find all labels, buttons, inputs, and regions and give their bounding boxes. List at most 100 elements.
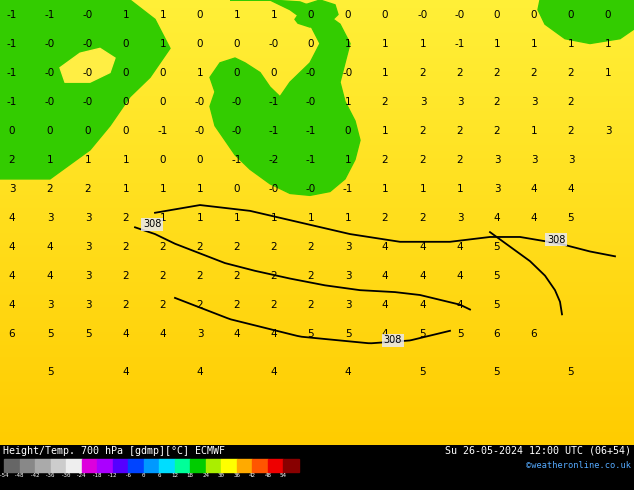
Text: 5: 5: [47, 329, 53, 339]
Text: 1: 1: [494, 39, 500, 49]
Text: 2: 2: [567, 125, 574, 136]
Text: 1: 1: [160, 39, 166, 49]
Text: 0: 0: [123, 39, 129, 49]
Text: -0: -0: [195, 125, 205, 136]
Text: -1: -1: [7, 68, 17, 77]
Text: 12: 12: [171, 473, 178, 478]
Bar: [51, 459, 66, 472]
Text: 1: 1: [382, 68, 388, 77]
Text: 4: 4: [9, 213, 15, 222]
Text: ©weatheronline.co.uk: ©weatheronline.co.uk: [526, 461, 631, 470]
Text: -42: -42: [30, 473, 41, 478]
Text: -0: -0: [45, 39, 55, 49]
Text: 2: 2: [456, 68, 463, 77]
Text: 4: 4: [382, 242, 388, 252]
Text: 1: 1: [197, 68, 204, 77]
Text: 3: 3: [605, 125, 611, 136]
Bar: [4, 459, 20, 472]
Text: -0: -0: [418, 9, 428, 20]
Text: 4: 4: [531, 213, 537, 222]
Text: 0: 0: [605, 9, 611, 20]
Text: 0: 0: [142, 473, 145, 478]
Bar: [97, 459, 113, 472]
Text: 2: 2: [9, 154, 15, 165]
Text: -1: -1: [7, 39, 17, 49]
Text: 2: 2: [271, 300, 277, 310]
Text: 3: 3: [85, 213, 91, 222]
Text: 2: 2: [123, 270, 129, 281]
Text: -12: -12: [107, 473, 118, 478]
Text: 1: 1: [271, 9, 277, 20]
Text: -2: -2: [269, 154, 279, 165]
Text: 5: 5: [456, 329, 463, 339]
Text: -0: -0: [45, 68, 55, 77]
Text: 5: 5: [494, 270, 500, 281]
Text: 0: 0: [85, 125, 91, 136]
Text: 1: 1: [160, 184, 166, 194]
Bar: [221, 459, 237, 472]
Bar: [268, 459, 283, 472]
Text: 2: 2: [456, 125, 463, 136]
Text: 1: 1: [85, 154, 91, 165]
Text: 2: 2: [420, 154, 426, 165]
Text: 1: 1: [605, 68, 611, 77]
Text: 4: 4: [567, 184, 574, 194]
Text: 0: 0: [234, 68, 240, 77]
Text: 0: 0: [9, 125, 15, 136]
Text: 0: 0: [382, 9, 388, 20]
Text: -0: -0: [195, 97, 205, 106]
Text: 2: 2: [531, 68, 537, 77]
Text: 1: 1: [531, 39, 537, 49]
Text: -30: -30: [61, 473, 72, 478]
Text: 308: 308: [143, 220, 161, 229]
Text: 2: 2: [382, 97, 388, 106]
Text: -0: -0: [306, 68, 316, 77]
Text: -0: -0: [269, 39, 279, 49]
Text: 5: 5: [420, 368, 426, 377]
Text: -0: -0: [306, 97, 316, 106]
Bar: [144, 459, 159, 472]
Text: 0: 0: [197, 9, 204, 20]
Text: 4: 4: [456, 242, 463, 252]
Text: 2: 2: [47, 184, 53, 194]
Text: 2: 2: [123, 242, 129, 252]
Text: -24: -24: [76, 473, 87, 478]
Polygon shape: [538, 0, 634, 44]
Text: 0: 0: [345, 9, 351, 20]
Text: -0: -0: [306, 184, 316, 194]
Text: -0: -0: [83, 39, 93, 49]
Text: 0: 0: [123, 68, 129, 77]
Text: 4: 4: [271, 329, 277, 339]
Polygon shape: [295, 0, 338, 27]
Text: 0: 0: [271, 68, 277, 77]
Text: 3: 3: [85, 300, 91, 310]
Text: 5: 5: [47, 368, 53, 377]
Text: -1: -1: [269, 97, 279, 106]
Text: 4: 4: [9, 270, 15, 281]
Text: 1: 1: [160, 213, 166, 222]
Text: 4: 4: [420, 270, 426, 281]
Text: 4: 4: [9, 242, 15, 252]
Text: 3: 3: [345, 300, 351, 310]
Text: 4: 4: [345, 368, 351, 377]
Text: 0: 0: [307, 9, 314, 20]
Text: 0: 0: [160, 97, 166, 106]
Text: 3: 3: [531, 154, 537, 165]
Text: 4: 4: [47, 270, 53, 281]
Text: 1: 1: [271, 213, 277, 222]
Text: 308: 308: [384, 336, 402, 345]
Text: -1: -1: [306, 154, 316, 165]
Text: 0: 0: [568, 9, 574, 20]
Bar: [206, 459, 221, 472]
Text: 4: 4: [9, 300, 15, 310]
Text: 0: 0: [160, 154, 166, 165]
Text: 4: 4: [123, 329, 129, 339]
Text: 2: 2: [160, 300, 166, 310]
Text: 4: 4: [456, 270, 463, 281]
Text: 3: 3: [85, 270, 91, 281]
Text: 3: 3: [345, 242, 351, 252]
Text: -1: -1: [343, 184, 353, 194]
Text: -0: -0: [232, 97, 242, 106]
Text: 2: 2: [494, 125, 500, 136]
Text: 5: 5: [567, 368, 574, 377]
